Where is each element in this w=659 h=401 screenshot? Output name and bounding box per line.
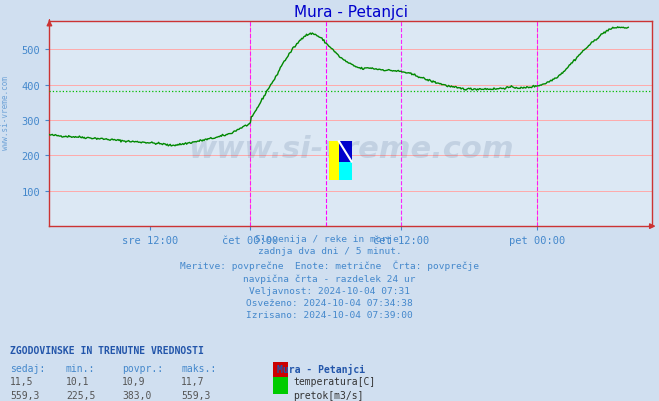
Text: maks.:: maks.: [181, 363, 216, 373]
Text: 10,1: 10,1 [66, 376, 90, 386]
Text: min.:: min.: [66, 363, 96, 373]
Text: 559,3: 559,3 [10, 390, 40, 400]
Bar [339, 162, 351, 181]
Text: ZGODOVINSKE IN TRENUTNE VREDNOSTI: ZGODOVINSKE IN TRENUTNE VREDNOSTI [10, 345, 204, 355]
Text: 10,9: 10,9 [122, 376, 146, 386]
Text: 383,0: 383,0 [122, 390, 152, 400]
Text: povpr.:: povpr.: [122, 363, 163, 373]
Text: Slovenija / reke in morje.
zadnja dva dni / 5 minut.
Meritve: povprečne  Enote: : Slovenija / reke in morje. zadnja dva dn… [180, 235, 479, 319]
Text: www.si-vreme.com: www.si-vreme.com [1, 75, 10, 149]
Text: www.si-vreme.com: www.si-vreme.com [188, 134, 514, 163]
Text: pretok[m3/s]: pretok[m3/s] [293, 390, 364, 400]
Polygon shape [339, 142, 351, 162]
Text: temperatura[C]: temperatura[C] [293, 376, 376, 386]
Text: 559,3: 559,3 [181, 390, 211, 400]
Text: 11,7: 11,7 [181, 376, 205, 386]
Text: 225,5: 225,5 [66, 390, 96, 400]
Text: 11,5: 11,5 [10, 376, 34, 386]
Text: Mura - Petanjci: Mura - Petanjci [277, 363, 365, 374]
Title: Mura - Petanjci: Mura - Petanjci [294, 4, 408, 20]
Bar [329, 142, 339, 181]
Text: sedaj:: sedaj: [10, 363, 45, 373]
